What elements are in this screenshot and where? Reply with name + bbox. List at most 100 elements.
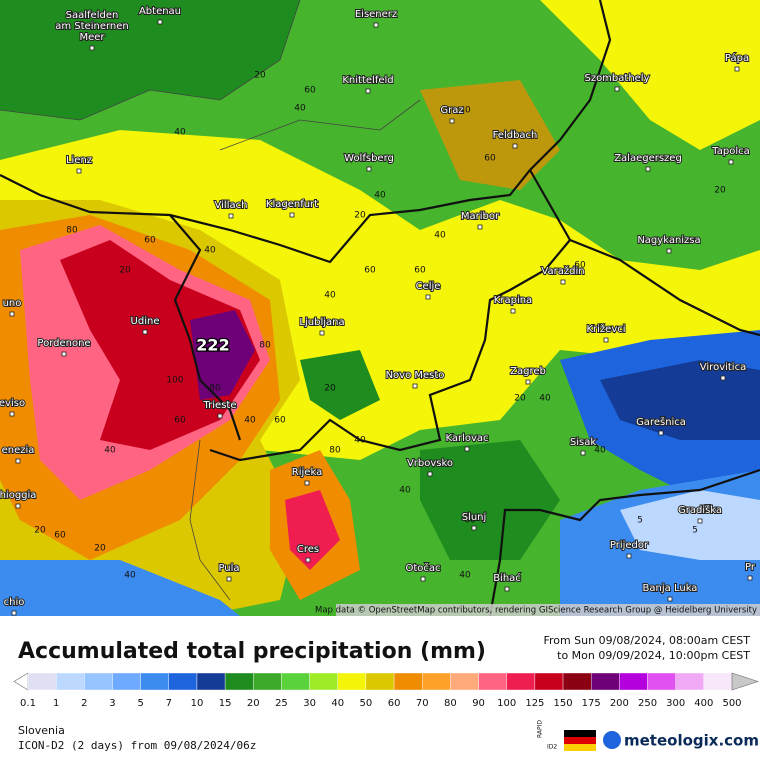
city-dot [525, 379, 531, 385]
legend-swatch [168, 672, 198, 691]
city-dot [666, 248, 672, 254]
city-label: Villach [215, 200, 248, 211]
legend-swatch [253, 672, 282, 691]
region: Slovenia [18, 724, 65, 737]
city-label: am Steinernen [55, 21, 129, 32]
contour-label: 5 [692, 526, 698, 536]
city-label: Krapina [494, 295, 532, 306]
city-dot [560, 279, 566, 285]
city-label: Udine [131, 316, 160, 327]
city-label: Pr [745, 562, 756, 573]
legend-tick-label: 20 [247, 698, 260, 709]
city-dot [645, 166, 651, 172]
legend-tick-label: 50 [360, 698, 373, 709]
contour-label: 20 [354, 211, 366, 221]
contour-label: 20 [324, 384, 336, 394]
contour-label: 40 [459, 106, 471, 116]
contour-label: 80 [209, 384, 221, 394]
city-dot [512, 143, 518, 149]
city-label: Abtenau [139, 6, 181, 17]
city-dot [471, 525, 477, 531]
contour-label: 60 [484, 154, 496, 164]
contour-label: 40 [124, 571, 136, 581]
legend-swatch [309, 672, 338, 691]
contour-label: 40 [539, 394, 551, 404]
area [0, 0, 300, 120]
city-dot [747, 575, 753, 581]
city-label: Szombathely [584, 73, 649, 84]
city-dot [420, 576, 426, 582]
city-dot [427, 471, 433, 477]
legend-swatch [196, 672, 226, 691]
city-dot [510, 308, 516, 314]
city-label: Otočac [405, 562, 440, 574]
legend-swatch [224, 672, 254, 691]
legend-swatch [675, 672, 705, 691]
city-label: Zalaegerszeg [614, 153, 682, 164]
legend-tick-label: 25 [275, 698, 288, 709]
city-dot [477, 224, 483, 230]
city-label: Garešnica [636, 416, 686, 428]
legend-swatch [450, 672, 479, 691]
attribution: Map data © OpenStreetMap contributors, r… [315, 606, 757, 616]
city-label: Karlovac [445, 433, 488, 444]
contour-label: 40 [104, 446, 116, 456]
contour-label: 60 [144, 236, 156, 246]
city-label: Križevci [586, 323, 625, 335]
contour-label: 20 [94, 544, 106, 554]
contour-label: 40 [324, 291, 336, 301]
contour-label: 40 [294, 104, 306, 114]
city-label: Gradiška [678, 504, 722, 516]
legend-swatch [337, 672, 367, 691]
contour-label: 40 [594, 446, 606, 456]
legend-swatch [647, 672, 676, 691]
city-dot [305, 557, 311, 563]
city-dot [449, 118, 455, 124]
area [285, 490, 340, 570]
legend-swatch [506, 672, 536, 691]
attribution-bg [336, 604, 760, 616]
legend-tick-label: 5 [137, 698, 143, 709]
contour-label: 40 [399, 486, 411, 496]
city-label: Vrbovsko [407, 458, 453, 469]
city-dot [464, 446, 470, 452]
legend-tick-label: 400 [694, 698, 713, 709]
legend-swatch [562, 672, 592, 691]
contour-label: 60 [414, 266, 426, 276]
city-label: Cres [297, 544, 319, 555]
legend-tick-label: 175 [582, 698, 601, 709]
city-label: eviso [0, 398, 25, 409]
city-dot [412, 383, 418, 389]
city-label: Bihać [493, 572, 521, 584]
city-dot [319, 330, 325, 336]
contour-label: 60 [274, 416, 286, 426]
legend-tick-label: 30 [303, 698, 316, 709]
city-label: Zagreb [510, 366, 546, 377]
legend-tick-label: 200 [610, 698, 629, 709]
legend-swatch [422, 672, 451, 691]
legend-panel: Accumulated total precipitation (mm) Fro… [0, 616, 760, 760]
city-dot [76, 168, 82, 174]
city-dot [720, 375, 726, 381]
country-borders [0, 0, 760, 616]
area [420, 440, 560, 560]
contour-label: 20 [714, 186, 726, 196]
area [540, 0, 760, 150]
city-label: Pápa [725, 52, 749, 64]
city-dot [667, 596, 673, 602]
city-dot [15, 458, 21, 464]
brand[interactable]: meteologix.com [624, 732, 759, 750]
city-label: Meer [79, 32, 105, 43]
city-dot [11, 610, 17, 616]
city-label: Slunj [462, 512, 487, 523]
contour-label: 20 [34, 526, 46, 536]
contour-label: 80 [259, 341, 271, 351]
city-label: Novo Mesto [386, 370, 445, 381]
legend-swatch [534, 672, 564, 691]
contour-label: 60 [574, 261, 586, 271]
contour-label: 40 [244, 416, 256, 426]
legend-tick-label: 80 [444, 698, 457, 709]
brand-logo [603, 731, 621, 749]
city-label: Banja Luka [643, 583, 698, 594]
